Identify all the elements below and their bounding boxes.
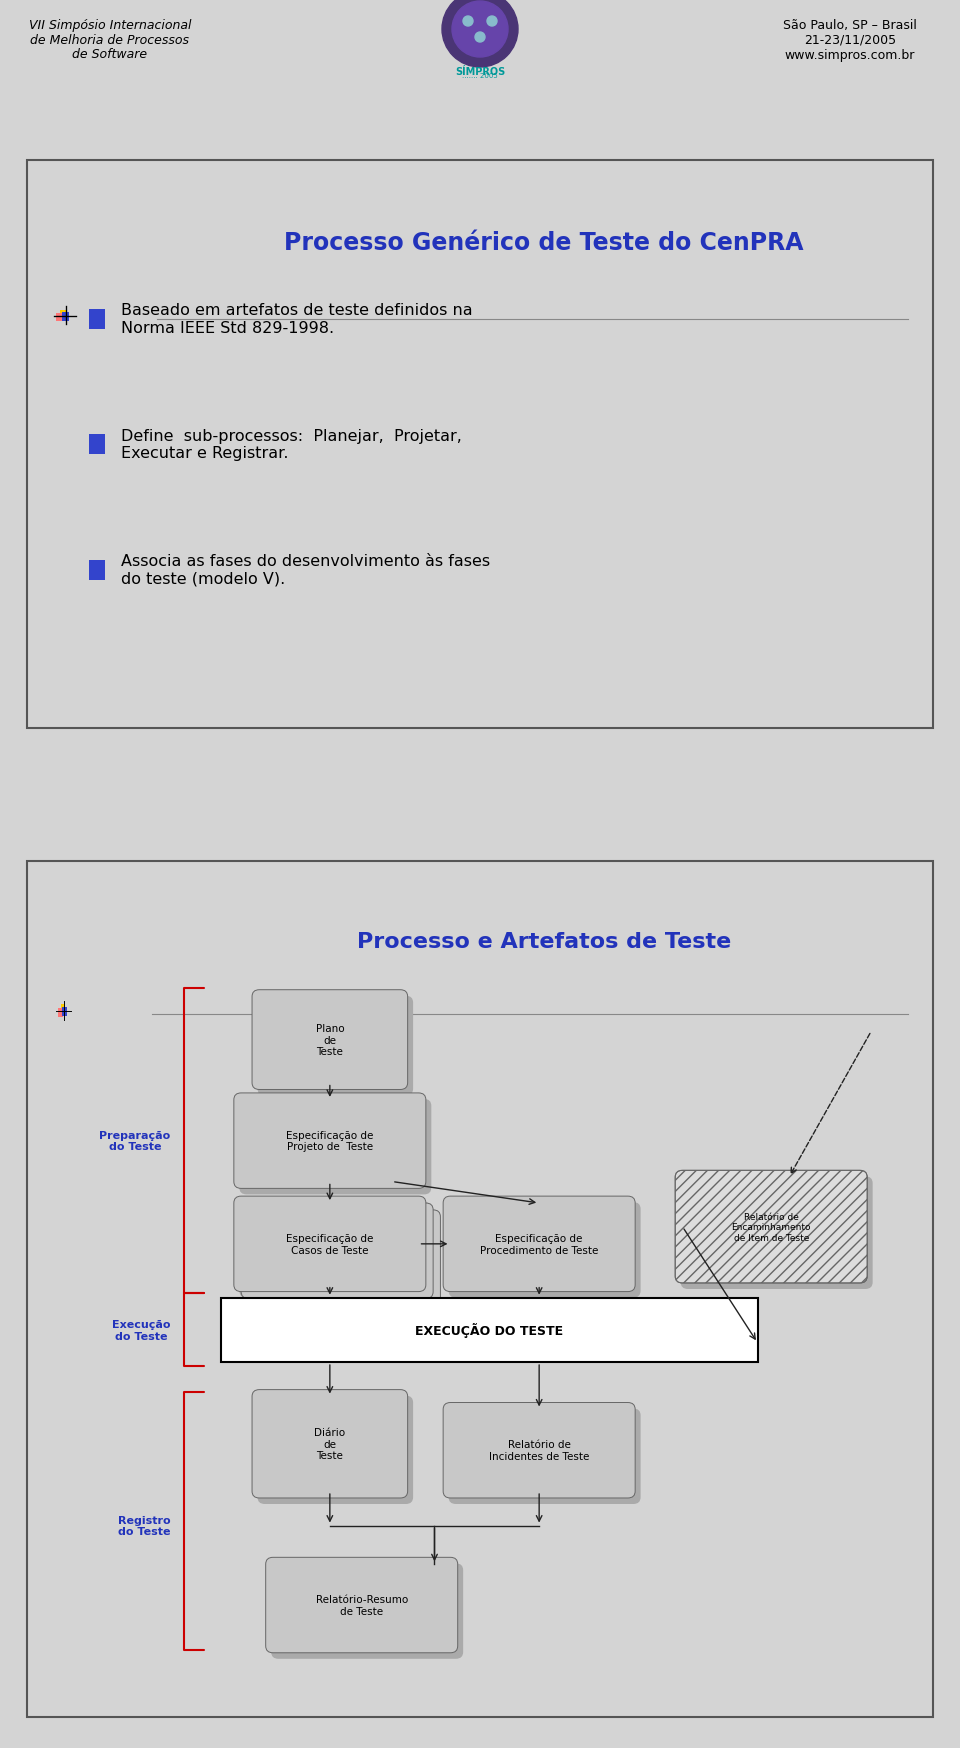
Bar [60, 311, 67, 318]
Text: Processo e Artefatos de Teste: Processo e Artefatos de Teste [356, 932, 731, 951]
Text: VII Simpósio Internacional
de Melhoria de Processos
de Software: VII Simpósio Internacional de Melhoria d… [29, 19, 191, 61]
FancyBboxPatch shape [241, 1203, 433, 1299]
Bar [88, 561, 105, 580]
Bar [60, 1005, 65, 1014]
FancyBboxPatch shape [448, 1203, 640, 1297]
Bar [57, 315, 63, 322]
Circle shape [452, 2, 508, 58]
Text: EXECUÇÃO DO TESTE: EXECUÇÃO DO TESTE [415, 1323, 564, 1337]
Text: Define  sub-processos:  Planejar,  Projetar,
Executar e Registrar.: Define sub-processos: Planejar, Projetar… [121, 428, 462, 461]
FancyBboxPatch shape [239, 1203, 431, 1297]
Circle shape [442, 0, 518, 68]
Text: ....... 2005: ....... 2005 [462, 73, 498, 79]
Text: Processo Genérico de Teste do CenPRA: Processo Genérico de Teste do CenPRA [284, 231, 804, 255]
Text: Preparação
do Teste: Preparação do Teste [99, 1131, 171, 1152]
Text: Diário
de
Teste: Diário de Teste [314, 1428, 346, 1461]
FancyBboxPatch shape [234, 1196, 426, 1292]
Text: São Paulo, SP – Brasil
21-23/11/2005
www.simpros.com.br: São Paulo, SP – Brasil 21-23/11/2005 www… [783, 19, 917, 61]
Text: Especificação de
Casos de Teste: Especificação de Casos de Teste [286, 1234, 373, 1255]
Bar [62, 1007, 67, 1016]
FancyBboxPatch shape [239, 1099, 431, 1194]
Bar [221, 1297, 757, 1362]
Circle shape [487, 17, 497, 26]
Bar [88, 435, 105, 454]
Circle shape [475, 33, 485, 44]
FancyBboxPatch shape [252, 1390, 408, 1498]
FancyBboxPatch shape [444, 1196, 636, 1292]
Text: Especificação de
Procedimento de Teste: Especificação de Procedimento de Teste [480, 1234, 598, 1255]
FancyBboxPatch shape [257, 1397, 413, 1503]
FancyBboxPatch shape [266, 1557, 458, 1654]
Bar [62, 313, 69, 322]
Bar [88, 309, 105, 330]
Text: Execução
do Teste: Execução do Teste [112, 1320, 171, 1341]
FancyBboxPatch shape [271, 1563, 463, 1659]
Text: Relatório de
Encaminhamento
de Item de Teste: Relatório de Encaminhamento de Item de T… [732, 1211, 811, 1241]
Bar [58, 1009, 62, 1017]
Text: Plano
de
Teste: Plano de Teste [316, 1023, 345, 1056]
Text: SÍMPROS: SÍMPROS [455, 66, 505, 77]
Text: Relatório de
Incidentes de Teste: Relatório de Incidentes de Teste [489, 1440, 589, 1461]
FancyBboxPatch shape [444, 1402, 636, 1498]
FancyBboxPatch shape [257, 996, 413, 1096]
FancyBboxPatch shape [252, 989, 408, 1089]
FancyBboxPatch shape [234, 1092, 426, 1189]
Circle shape [463, 17, 473, 26]
Text: Especificação de
Projeto de  Teste: Especificação de Projeto de Teste [286, 1131, 373, 1152]
Text: Registro
do Teste: Registro do Teste [118, 1516, 171, 1536]
Text: Baseado em artefatos de teste definidos na
Norma IEEE Std 829-1998.: Baseado em artefatos de teste definidos … [121, 302, 472, 336]
Text: Associa as fases do desenvolvimento às fases
do teste (modelo V).: Associa as fases do desenvolvimento às f… [121, 554, 490, 586]
FancyBboxPatch shape [249, 1210, 441, 1306]
FancyBboxPatch shape [681, 1176, 873, 1290]
Text: Relatório-Resumo
de Teste: Relatório-Resumo de Teste [316, 1594, 408, 1615]
FancyBboxPatch shape [448, 1409, 640, 1503]
FancyBboxPatch shape [675, 1171, 867, 1283]
